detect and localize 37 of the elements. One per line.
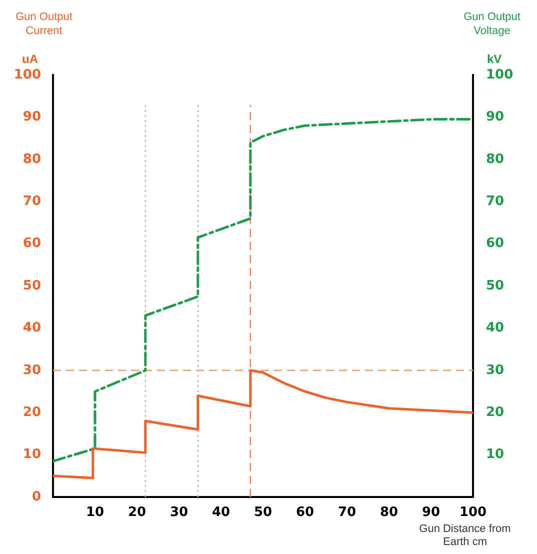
x-tick-label: 30 (170, 505, 188, 520)
x-tick-label: 100 (459, 505, 487, 520)
y2-tick-label: 90 (486, 110, 504, 125)
x-tick-label: 60 (296, 505, 314, 520)
y-tick-label: 70 (22, 194, 41, 209)
x-tick-label: 70 (338, 505, 356, 520)
x-tick-label: 20 (128, 505, 146, 520)
y2-tick-label: 70 (486, 194, 504, 209)
y2-tick-label: 100 (486, 67, 514, 82)
y-tick-label: 30 (22, 362, 41, 378)
x-axis-title: Gun Distance from Earth cm (418, 523, 512, 549)
y-axis-title: Gun Output Current (14, 10, 74, 38)
x-tick-label: 10 (86, 505, 104, 520)
y2-axis-title: Gun Output Voltage (462, 10, 522, 38)
y2-tick-label: 80 (486, 152, 504, 167)
x-tick-label: 50 (254, 505, 272, 520)
y-tick-label: 80 (22, 152, 41, 167)
text: kV (487, 52, 502, 66)
y-tick-label: 20 (22, 404, 41, 420)
y2-tick-label: 60 (486, 236, 504, 252)
text: uA (22, 52, 38, 66)
y2-tick-label: 20 (486, 404, 504, 420)
y-tick-label: 100 (14, 67, 41, 82)
x-tick-label: 90 (422, 505, 440, 520)
y-tick-label: 90 (22, 110, 41, 125)
line-series (53, 118, 473, 462)
y2-tick-label: 30 (486, 362, 504, 378)
y2-tick-label: 50 (486, 278, 504, 294)
y2-tick-label: 10 (486, 447, 504, 462)
y-tick-label: 50 (22, 278, 41, 294)
y2-tick-label: 40 (486, 320, 504, 336)
y-tick-label: 0 (32, 489, 41, 504)
x-tick-label: 80 (380, 505, 398, 520)
y-tick-label: 40 (22, 320, 41, 336)
y-tick-label: 10 (22, 447, 41, 462)
x-tick-label: 40 (212, 505, 230, 520)
y-tick-label: 60 (22, 236, 41, 252)
